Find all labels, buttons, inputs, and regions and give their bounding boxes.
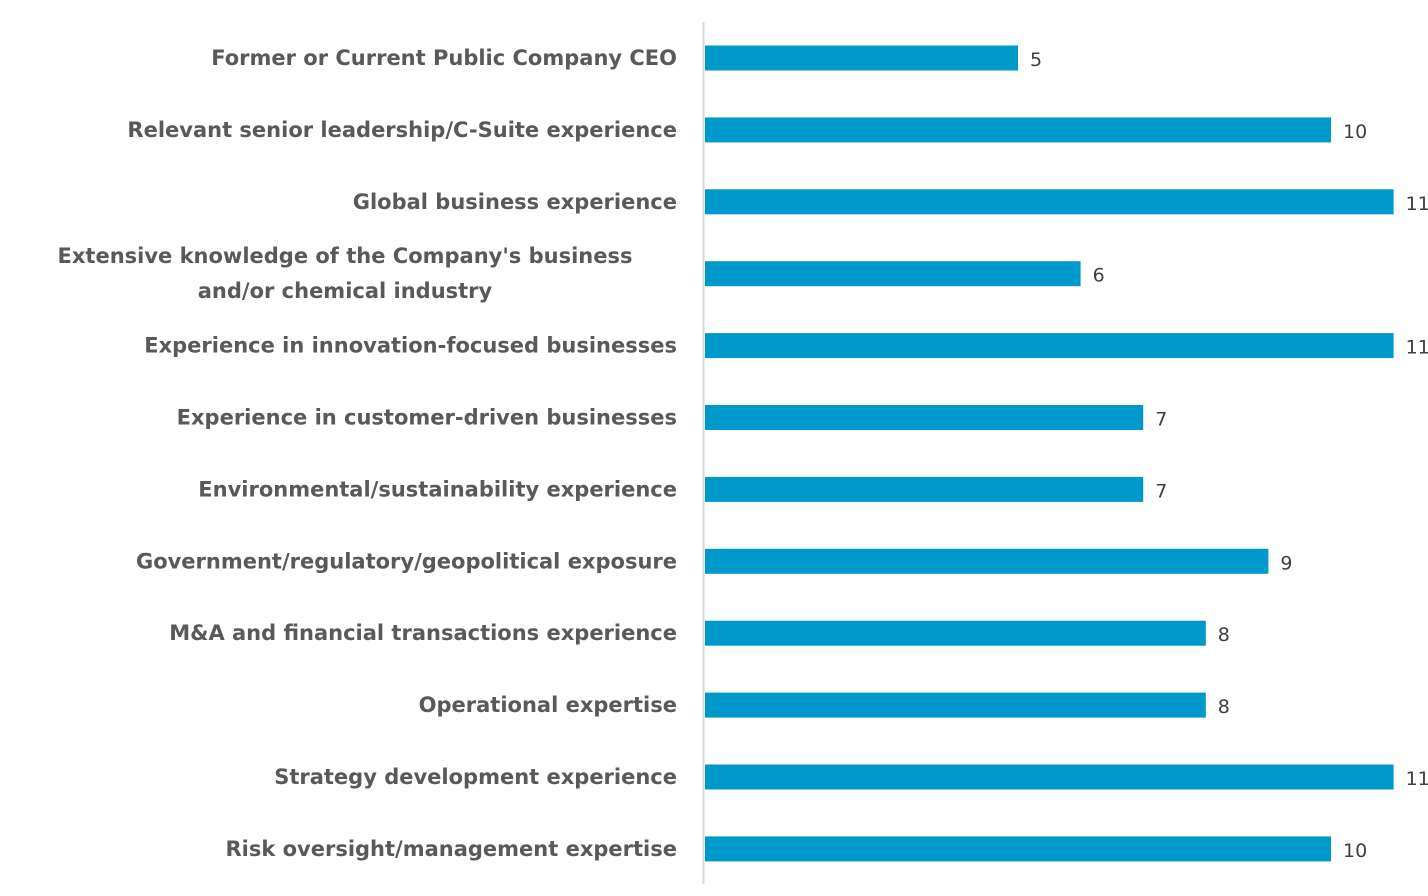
data-label: 5 [1030, 49, 1042, 71]
category-label: Operational expertise [419, 693, 677, 717]
data-label: 10 [1343, 840, 1367, 862]
bar [705, 117, 1331, 143]
bar [705, 261, 1081, 287]
category-label-line: Global business experience [353, 190, 677, 214]
data-label: 7 [1155, 480, 1167, 502]
category-label-line: Government/regulatory/geopolitical expos… [136, 549, 677, 573]
data-label: 6 [1093, 265, 1105, 287]
category-label: Relevant senior leadership/C-Suite exper… [127, 118, 677, 142]
data-label: 8 [1218, 624, 1230, 646]
bar [705, 836, 1331, 862]
category-label: Environmental/sustainability experience [198, 477, 677, 501]
category-label-line: Relevant senior leadership/C-Suite exper… [127, 118, 677, 142]
category-label: M&A and financial transactions experienc… [169, 621, 677, 645]
category-label-line: Operational expertise [419, 693, 677, 717]
data-label: 11 [1406, 337, 1428, 359]
category-label: Experience in innovation-focused busines… [144, 334, 677, 358]
bar [705, 692, 1206, 718]
bar [705, 548, 1269, 574]
category-label: Experience in customer-driven businesses [177, 406, 677, 430]
category-label: Former or Current Public Company CEO [211, 46, 677, 70]
data-label: 11 [1406, 768, 1428, 790]
category-label-line: Strategy development experience [274, 765, 677, 789]
category-label-line: M&A and financial transactions experienc… [169, 621, 677, 645]
category-label-line: Risk oversight/management expertise [225, 837, 677, 861]
bar [705, 189, 1394, 215]
category-label: Risk oversight/management expertise [225, 837, 677, 861]
category-label-line: Experience in innovation-focused busines… [144, 334, 677, 358]
bar [705, 476, 1144, 502]
bar [705, 764, 1394, 790]
category-label-line: Experience in customer-driven businesses [177, 406, 677, 430]
category-label-line: Extensive knowledge of the Company's bus… [58, 244, 633, 268]
category-label-line: Environmental/sustainability experience [198, 477, 677, 501]
data-label: 9 [1280, 552, 1292, 574]
bar [705, 405, 1144, 430]
bar [705, 620, 1206, 646]
category-label: Government/regulatory/geopolitical expos… [136, 549, 677, 573]
bar [705, 333, 1394, 359]
bar [705, 45, 1018, 71]
category-label: Global business experience [353, 190, 677, 214]
category-label-line: and/or chemical industry [198, 279, 493, 303]
category-label-line: Former or Current Public Company CEO [211, 46, 677, 70]
data-label: 10 [1343, 121, 1367, 143]
data-label: 11 [1406, 193, 1428, 215]
category-label: Strategy development experience [274, 765, 677, 789]
data-label: 8 [1218, 696, 1230, 718]
category-label: Extensive knowledge of the Company's bus… [58, 244, 633, 303]
data-label: 7 [1155, 409, 1167, 431]
